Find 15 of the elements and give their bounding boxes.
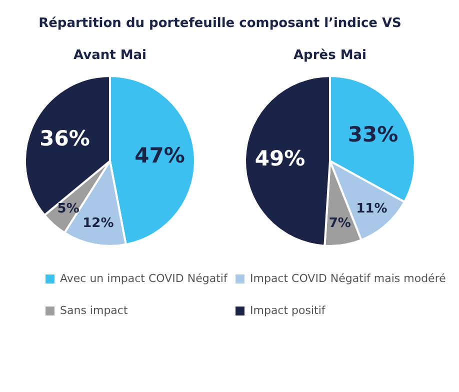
data-label: 36% bbox=[40, 126, 90, 151]
legend-label: Sans impact bbox=[60, 304, 128, 317]
legend-label: Avec un impact COVID Négatif bbox=[60, 272, 228, 285]
chart-title: Avant Mai bbox=[73, 48, 147, 63]
text: Répartition du portefeuille composant l’indice VS bbox=[38, 16, 402, 31]
data-label: 49% bbox=[254, 146, 306, 170]
data-label: 33% bbox=[348, 122, 398, 147]
legend-label: Impact COVID Négatif mais modéré bbox=[250, 272, 446, 285]
data-label: 47% bbox=[134, 143, 185, 168]
legend-label: Impact positif bbox=[250, 304, 326, 317]
data-label: 11% bbox=[356, 201, 388, 216]
data-label: 12% bbox=[82, 216, 114, 231]
data-label: 5% bbox=[57, 201, 80, 216]
data-label: 7% bbox=[328, 216, 351, 232]
chart-title: Après Mai bbox=[293, 48, 367, 63]
